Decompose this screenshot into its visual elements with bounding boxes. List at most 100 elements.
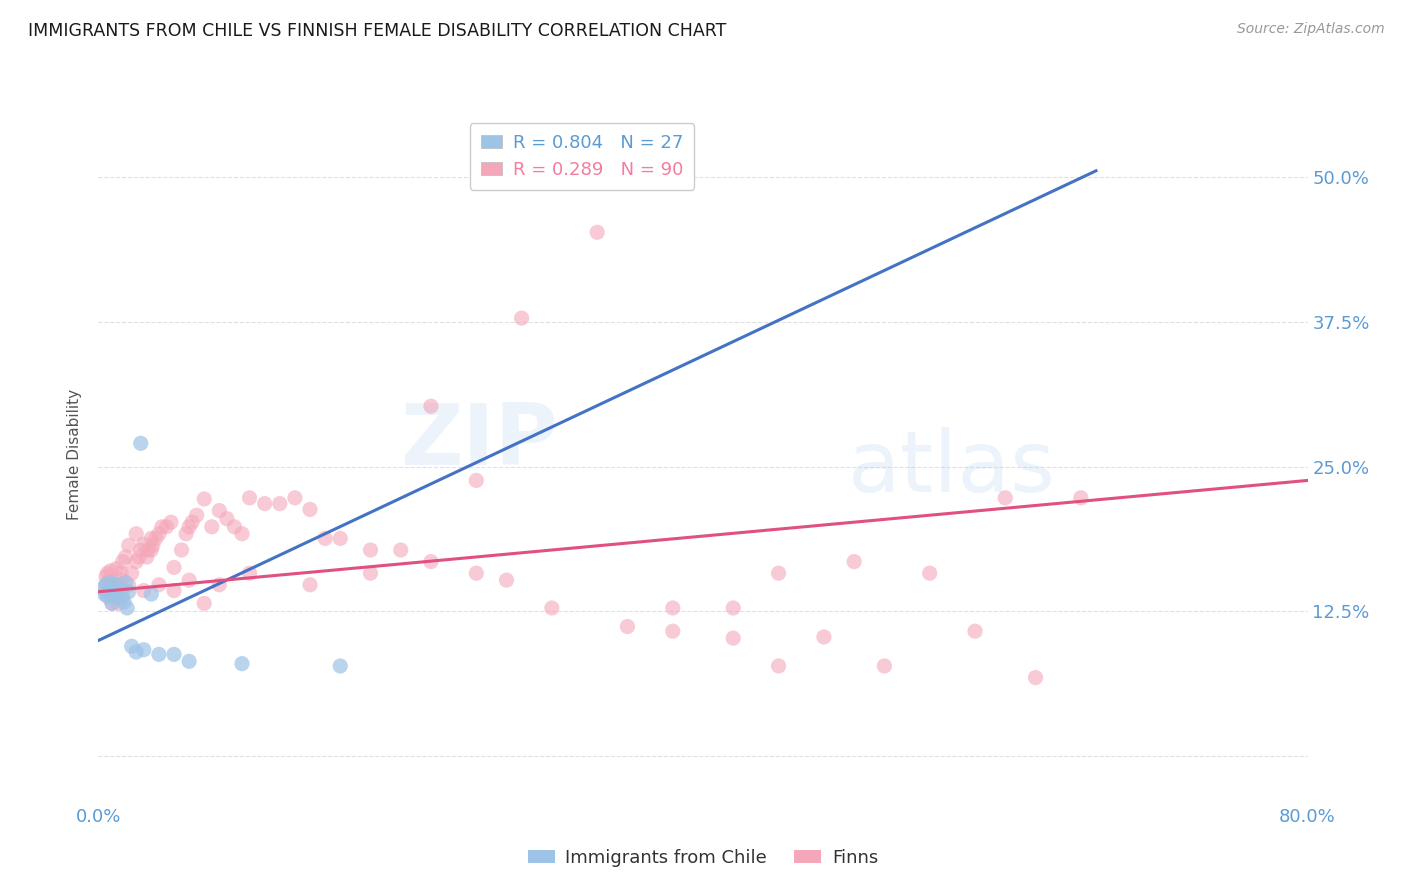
Point [100, 564, 122, 578]
Point [107, 596, 129, 610]
Point [215, 512, 238, 526]
Point [465, 474, 488, 488]
Point [111, 555, 134, 569]
Point [495, 573, 517, 587]
Point [155, 520, 177, 534]
Point [96, 566, 118, 581]
Point [314, 532, 336, 546]
Text: IMMIGRANTS FROM CHILE VS FINNISH FEMALE DISABILITY CORRELATION CHART: IMMIGRANTS FROM CHILE VS FINNISH FEMALE … [28, 22, 727, 40]
Point [186, 508, 208, 523]
Point [269, 497, 291, 511]
Point [145, 532, 167, 546]
Point [723, 601, 745, 615]
Point [813, 630, 835, 644]
Point [208, 503, 231, 517]
Point [98, 584, 121, 599]
Point [125, 555, 148, 569]
Point [121, 639, 143, 653]
Point [231, 526, 253, 541]
Point [121, 566, 143, 581]
Point [104, 578, 127, 592]
Point [586, 225, 609, 239]
Point [132, 537, 155, 551]
Point [114, 575, 136, 590]
Point [93, 587, 115, 601]
Legend: R = 0.804   N = 27, R = 0.289   N = 90: R = 0.804 N = 27, R = 0.289 N = 90 [470, 123, 695, 190]
Point [768, 566, 790, 581]
Point [193, 596, 215, 610]
Point [873, 659, 896, 673]
Point [91, 582, 114, 596]
Point [768, 659, 790, 673]
Point [128, 549, 150, 564]
Point [141, 587, 163, 601]
Y-axis label: Female Disability: Female Disability [67, 389, 83, 521]
Point [389, 543, 412, 558]
Point [100, 578, 122, 592]
Point [101, 583, 124, 598]
Point [105, 578, 128, 592]
Point [118, 538, 141, 552]
Point [103, 590, 125, 604]
Point [179, 573, 201, 587]
Point [723, 631, 745, 645]
Point [110, 566, 132, 581]
Point [148, 526, 170, 541]
Text: ZIP: ZIP [401, 400, 558, 483]
Text: Source: ZipAtlas.com: Source: ZipAtlas.com [1237, 22, 1385, 37]
Point [540, 601, 562, 615]
Point [98, 582, 121, 596]
Point [105, 578, 128, 592]
Point [844, 555, 866, 569]
Point [1070, 491, 1092, 505]
Point [101, 596, 124, 610]
Point [662, 601, 685, 615]
Point [118, 578, 141, 592]
Point [98, 590, 121, 604]
Point [360, 566, 382, 581]
Point [104, 590, 127, 604]
Point [239, 566, 262, 581]
Point [208, 578, 231, 592]
Point [112, 595, 135, 609]
Point [129, 543, 152, 558]
Point [299, 578, 322, 592]
Point [125, 526, 148, 541]
Point [329, 532, 352, 546]
Point [360, 543, 382, 558]
Point [160, 515, 183, 529]
Point [150, 520, 173, 534]
Point [179, 654, 201, 668]
Point [148, 648, 170, 662]
Point [115, 601, 138, 615]
Point [141, 532, 163, 546]
Point [662, 624, 685, 639]
Point [420, 555, 443, 569]
Point [163, 583, 186, 598]
Point [284, 491, 307, 505]
Point [174, 526, 197, 541]
Point [170, 543, 193, 558]
Point [616, 619, 638, 633]
Point [141, 543, 163, 558]
Point [125, 645, 148, 659]
Point [179, 520, 201, 534]
Point [918, 566, 941, 581]
Point [110, 583, 132, 598]
Point [224, 520, 246, 534]
Point [103, 584, 125, 599]
Point [107, 591, 129, 605]
Point [465, 566, 488, 581]
Point [94, 570, 117, 584]
Point [110, 573, 132, 587]
Point [965, 624, 987, 639]
Point [118, 584, 141, 599]
Point [510, 311, 533, 326]
Point [1024, 671, 1046, 685]
Point [105, 561, 128, 575]
Point [111, 590, 134, 604]
Point [329, 659, 352, 673]
Point [201, 520, 224, 534]
Point [994, 491, 1017, 505]
Point [101, 596, 124, 610]
